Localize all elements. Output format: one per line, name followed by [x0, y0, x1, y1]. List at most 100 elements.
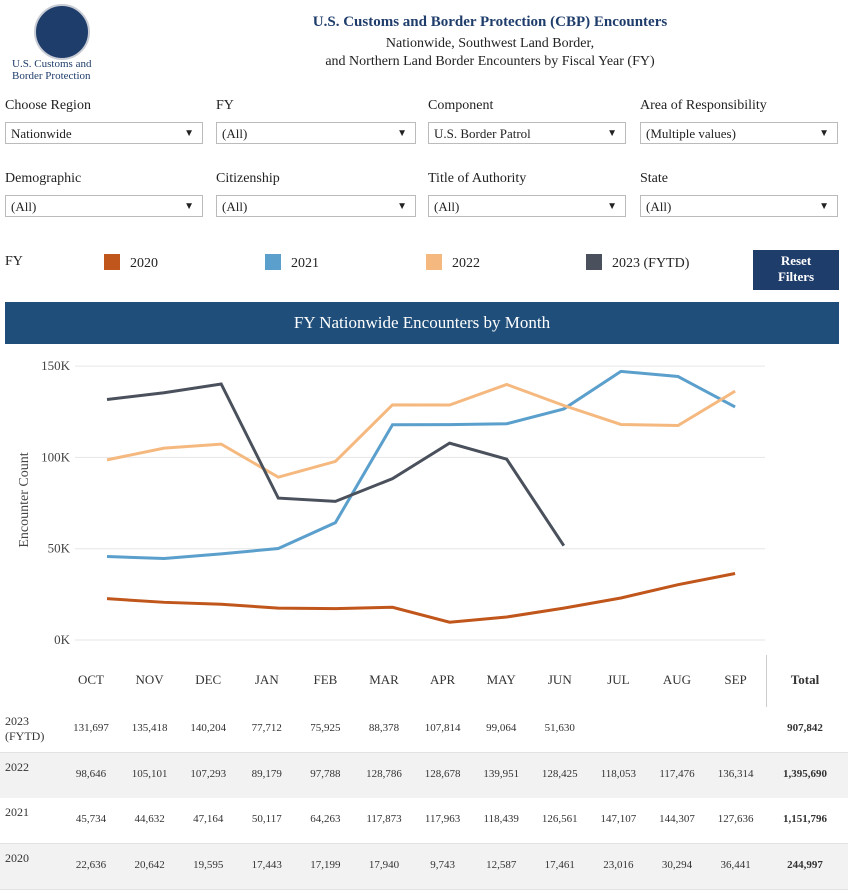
- series-line: [106, 369, 736, 561]
- table-cell: 128,678: [424, 767, 461, 780]
- row-label: 2020: [5, 850, 29, 865]
- filter-dropdown[interactable]: Nationwide: [5, 122, 203, 145]
- table-cell: 128,425: [541, 767, 578, 780]
- legend-label: 2020: [130, 256, 158, 271]
- table-cell: 9,743: [430, 858, 455, 871]
- chart-banner: FY Nationwide Encounters by Month: [5, 302, 839, 344]
- y-tick-label: 150K: [41, 358, 71, 373]
- table-row: [0, 843, 848, 890]
- column-header: NOV: [135, 672, 164, 687]
- column-header: OCT: [78, 672, 104, 687]
- table-cell: 126,561: [541, 813, 578, 825]
- legend-label: 2021: [291, 256, 319, 271]
- legend-item: 2022: [426, 254, 480, 272]
- filter-label: Title of Authority: [428, 171, 527, 186]
- table-cell: 77,712: [251, 722, 282, 734]
- table-cell: 45,734: [75, 813, 107, 825]
- filter-dropdown[interactable]: (All): [5, 195, 203, 218]
- table-cell: 50,117: [251, 813, 282, 825]
- table-cell: 127,636: [717, 813, 754, 825]
- subtitle: and Northern Land Border Encounters by F…: [325, 54, 655, 69]
- column-header: JUL: [607, 672, 630, 687]
- legend-title: FY: [5, 254, 23, 269]
- table-cell: 17,461: [544, 858, 575, 871]
- table-cell: 139,951: [483, 767, 520, 780]
- table-cell: 97,788: [310, 767, 341, 780]
- column-header: MAY: [486, 672, 516, 687]
- legend-swatch: [586, 254, 602, 270]
- column-header: APR: [429, 672, 456, 687]
- legend-item: 2020: [104, 254, 158, 272]
- y-tick-label: 50K: [48, 541, 71, 556]
- series-line: [106, 571, 736, 624]
- filter-dropdown[interactable]: (Multiple values): [640, 122, 838, 145]
- table-cell: 88,378: [368, 722, 400, 734]
- filter-label: State: [640, 171, 668, 186]
- y-tick-label: 100K: [41, 449, 71, 464]
- table-cell: 140,204: [190, 722, 227, 734]
- logo-line: Border Protection: [12, 70, 91, 82]
- filter-dropdown[interactable]: (All): [216, 195, 416, 218]
- table-cell: 98,646: [75, 767, 107, 780]
- filter-label: Area of Responsibility: [640, 98, 767, 113]
- filter-label: Component: [428, 98, 494, 113]
- table-cell: 22,636: [75, 858, 107, 871]
- logo-text: U.S. Customs and Border Protection: [12, 58, 91, 82]
- legend-item: 2021: [265, 254, 319, 272]
- logo-line: U.S. Customs and: [12, 58, 92, 70]
- legend-label: 2023 (FYTD): [612, 256, 690, 271]
- table-cell: 118,439: [483, 813, 519, 825]
- table-cell: 75,925: [310, 722, 341, 734]
- column-header: AUG: [662, 672, 692, 687]
- logo: [34, 4, 90, 60]
- filter-label: FY: [216, 98, 234, 113]
- table-cell: 44,632: [134, 813, 165, 825]
- filter-dropdown[interactable]: U.S. Border Patrol: [428, 122, 626, 145]
- table-cell: 117,476: [659, 767, 695, 780]
- table-row: [0, 798, 848, 844]
- reset-button[interactable]: Reset Filters: [753, 250, 839, 290]
- legend-swatch: [104, 254, 120, 270]
- title: U.S. Customs and Border Protection (CBP)…: [312, 14, 668, 30]
- total-cell: 1,395,690: [783, 767, 827, 780]
- column-header: DEC: [195, 672, 222, 687]
- table-cell: 107,814: [424, 722, 461, 734]
- subtitle: Nationwide, Southwest Land Border,: [385, 36, 595, 51]
- column-header: Total: [790, 672, 820, 687]
- table-cell: 117,963: [424, 813, 461, 825]
- table-cell: 17,940: [368, 858, 400, 871]
- table-cell: 20,642: [134, 858, 165, 871]
- series-line: [106, 382, 566, 547]
- table-cell: 136,314: [717, 767, 754, 780]
- table-cell: 47,164: [193, 813, 224, 825]
- table-cell: 99,064: [486, 722, 517, 734]
- column-header: FEB: [313, 672, 338, 687]
- row-label: 2022: [5, 759, 29, 774]
- table-cell: 30,294: [661, 858, 693, 871]
- table-cell: 64,263: [310, 813, 341, 825]
- table-cell: 12,587: [486, 858, 517, 871]
- table-cell: 147,107: [600, 813, 637, 825]
- table-cell: 128,786: [366, 767, 402, 780]
- column-header: JUN: [547, 672, 572, 687]
- table-cell: 51,630: [544, 722, 575, 734]
- row-label: 2021: [5, 805, 29, 819]
- filter-dropdown[interactable]: (All): [428, 195, 626, 218]
- table-cell: 107,293: [190, 767, 227, 780]
- y-axis-label: Encounter Count: [17, 452, 32, 547]
- filter-dropdown[interactable]: (All): [640, 195, 838, 218]
- table-cell: 17,199: [310, 858, 341, 871]
- total-cell: 1,151,796: [783, 813, 827, 825]
- row-label: 2023 (FYTD): [5, 714, 45, 743]
- filter-dropdown[interactable]: (All): [216, 122, 416, 145]
- table-cell: 144,307: [659, 813, 695, 825]
- table-cell: 135,418: [131, 722, 168, 734]
- series-line: [106, 382, 736, 479]
- total-cell: 244,997: [787, 858, 823, 871]
- table-cell: 105,101: [131, 767, 168, 780]
- column-header: MAR: [369, 672, 399, 687]
- legend-item: 2023 (FYTD): [586, 254, 689, 272]
- table-cell: 117,873: [366, 813, 402, 825]
